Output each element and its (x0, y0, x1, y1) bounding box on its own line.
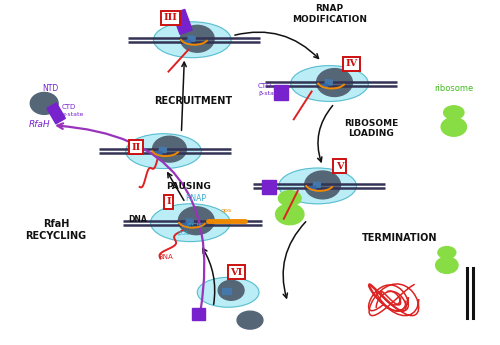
Text: I: I (166, 197, 171, 206)
Text: CTD: CTD (258, 83, 272, 89)
Ellipse shape (30, 92, 58, 114)
Text: RNAP
MODIFICATION: RNAP MODIFICATION (292, 4, 367, 24)
FancyBboxPatch shape (274, 85, 288, 100)
Bar (184, 40, 190, 45)
Text: ops: ops (220, 208, 232, 213)
Bar (186, 219, 194, 224)
Bar (313, 182, 320, 188)
Ellipse shape (126, 134, 202, 168)
Text: ribosome: ribosome (434, 85, 474, 93)
FancyBboxPatch shape (262, 180, 276, 194)
Text: RNA: RNA (158, 254, 174, 259)
FancyBboxPatch shape (192, 308, 204, 321)
Ellipse shape (180, 26, 214, 52)
FancyArrowPatch shape (168, 173, 184, 200)
Text: RECRUITMENT: RECRUITMENT (154, 96, 232, 106)
Text: β’CH: β’CH (187, 223, 202, 228)
Bar (222, 288, 231, 294)
Text: II: II (131, 142, 140, 152)
Text: RfaH
RECYCLING: RfaH RECYCLING (26, 219, 86, 240)
Ellipse shape (438, 247, 456, 258)
FancyArrowPatch shape (318, 106, 332, 162)
Text: α-state: α-state (62, 112, 84, 117)
FancyArrowPatch shape (283, 222, 306, 298)
Bar (188, 36, 196, 41)
FancyArrowPatch shape (58, 123, 204, 309)
Text: CTD: CTD (62, 105, 76, 110)
Bar (172, 9, 192, 34)
Text: III: III (164, 13, 177, 22)
Bar (325, 80, 332, 85)
Bar (182, 223, 188, 228)
Bar (156, 151, 162, 156)
Ellipse shape (304, 171, 340, 199)
Text: RNAP: RNAP (185, 194, 206, 203)
Ellipse shape (276, 204, 304, 225)
Text: RIBOSOME
LOADING: RIBOSOME LOADING (344, 119, 399, 138)
FancyArrowPatch shape (202, 248, 214, 305)
Ellipse shape (150, 204, 230, 241)
Text: TERMINATION: TERMINATION (362, 233, 437, 243)
Bar (310, 186, 316, 191)
Ellipse shape (218, 280, 244, 300)
Ellipse shape (291, 66, 368, 101)
Ellipse shape (198, 277, 259, 307)
Text: RfaH: RfaH (28, 120, 50, 129)
Text: PAUSING: PAUSING (166, 182, 210, 191)
Ellipse shape (154, 22, 231, 58)
Text: IV: IV (346, 59, 358, 68)
Ellipse shape (279, 168, 356, 204)
Bar (47, 103, 66, 124)
Bar (159, 147, 166, 153)
Text: NTD: NTD (42, 85, 58, 93)
Text: VI: VI (230, 268, 242, 277)
Ellipse shape (436, 257, 458, 274)
FancyArrowPatch shape (182, 62, 186, 130)
Ellipse shape (316, 69, 352, 97)
FancyArrowPatch shape (235, 32, 318, 58)
Text: V: V (336, 161, 344, 170)
Text: βGL: βGL (177, 231, 190, 236)
Ellipse shape (441, 118, 466, 136)
Ellipse shape (152, 136, 186, 162)
Ellipse shape (237, 311, 263, 329)
Ellipse shape (444, 106, 464, 119)
Ellipse shape (178, 207, 214, 235)
Bar (322, 84, 328, 88)
Ellipse shape (278, 191, 301, 206)
Text: DNA: DNA (128, 215, 148, 224)
Text: β-state: β-state (258, 91, 280, 97)
